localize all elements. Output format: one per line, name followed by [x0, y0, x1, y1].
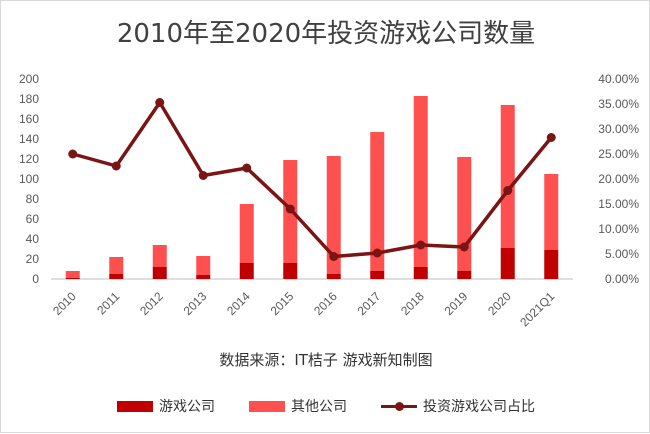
- y-right-tick-label: 35.00%: [598, 97, 639, 111]
- bar-game-companies: [500, 248, 515, 279]
- y-left-axis: 0 20 40 60 80 100 120 140 160 180 200: [19, 72, 39, 286]
- y-right-tick-label: 15.00%: [598, 197, 639, 211]
- legend-label-ratio: 投资游戏公司占比: [423, 399, 535, 415]
- y-left-tick-label: 160: [19, 112, 39, 126]
- bar-game-companies: [370, 271, 385, 279]
- bar-other-companies: [239, 204, 254, 263]
- y-left-tick-label: 60: [26, 212, 40, 226]
- y-right-tick-label: 30.00%: [598, 122, 639, 136]
- ratio-point: [155, 98, 165, 107]
- y-left-tick-label: 40: [26, 232, 40, 246]
- ratio-point: [242, 163, 252, 173]
- ratio-point: [285, 204, 295, 214]
- x-tick-label: 2015: [268, 289, 297, 318]
- y-right-tick-label: 10.00%: [598, 222, 639, 236]
- y-right-tick-label: 40.00%: [598, 72, 639, 86]
- ratio-point: [68, 149, 78, 159]
- ratio-point: [416, 240, 426, 250]
- y-right-tick-label: 25.00%: [598, 147, 639, 161]
- bar-other-companies: [370, 132, 385, 271]
- bar-game-companies: [65, 278, 80, 279]
- ratio-point: [111, 161, 121, 171]
- x-tick-label: 2016: [311, 289, 340, 318]
- bar-game-companies: [413, 267, 428, 279]
- y-left-tick-label: 20: [26, 252, 40, 266]
- bar-other-companies: [413, 96, 428, 267]
- x-tick-label: 2020: [485, 289, 514, 318]
- bar-other-companies: [65, 271, 80, 278]
- bar-game-companies: [544, 250, 559, 279]
- y-right-tick-label: 0.00%: [605, 272, 639, 286]
- x-tick-label: 2012: [137, 289, 166, 318]
- ratio-point: [503, 186, 513, 195]
- legend-item-other-companies: 其他公司: [249, 396, 347, 416]
- legend-label-other-companies: 其他公司: [291, 399, 347, 415]
- bar-game-companies: [283, 263, 298, 279]
- y-right-axis: 0.00% 5.00% 10.00% 15.00% 20.00% 25.00% 30.00%…: [598, 72, 639, 286]
- bar-game-companies: [457, 271, 472, 279]
- bar-game-companies: [196, 275, 211, 279]
- bar-game-companies: [326, 274, 341, 279]
- x-axis-labels: 2010 2011 2012 2013 2014 2015 2016 2017 2018 2019…: [50, 289, 558, 329]
- bar-other-companies: [544, 174, 559, 250]
- bar-other-companies: [196, 256, 211, 275]
- chart-title: 2010年至2020年投资游戏公司数量: [116, 19, 536, 49]
- ratio-line-group: [68, 98, 556, 261]
- bar-game-companies: [109, 274, 124, 279]
- legend-item-ratio: 投资游戏公司占比: [381, 396, 535, 416]
- bar-other-companies: [152, 245, 167, 267]
- ratio-point: [459, 242, 469, 252]
- legend-swatch-other-companies: [249, 400, 285, 412]
- y-left-tick-label: 200: [19, 72, 39, 86]
- legend: 游戏公司 其他公司 投资游戏公司占比: [1, 396, 650, 416]
- x-tick-label: 2010: [50, 289, 79, 318]
- y-left-tick-label: 100: [19, 172, 39, 186]
- x-tick-label: 2019: [442, 289, 471, 318]
- ratio-point: [372, 248, 382, 258]
- x-tick-label: 2011: [94, 289, 122, 317]
- bar-other-companies: [457, 157, 472, 271]
- legend-item-game-companies: 游戏公司: [117, 396, 215, 416]
- bar-other-companies: [326, 156, 341, 274]
- x-tick-label: 2017: [355, 289, 384, 318]
- y-right-tick-label: 5.00%: [605, 247, 639, 261]
- x-tick-label: 2013: [181, 289, 210, 318]
- legend-swatch-game-companies: [117, 400, 153, 412]
- x-tick-label: 2014: [224, 289, 253, 318]
- x-tick-label: 2021Q1: [517, 289, 557, 329]
- legend-swatch-ratio: [381, 401, 417, 412]
- ratio-point: [546, 133, 556, 142]
- y-left-tick-label: 120: [19, 152, 39, 166]
- ratio-line: [72, 100, 553, 259]
- bar-game-companies: [239, 263, 254, 279]
- data-source-note: 数据来源：IT桔子 游戏新知制图: [219, 351, 433, 369]
- y-left-tick-label: 140: [19, 132, 39, 146]
- bar-game-companies: [152, 267, 167, 279]
- x-tick-label: 2018: [398, 289, 427, 318]
- y-left-tick-label: 0: [32, 272, 39, 286]
- bar-other-companies: [109, 257, 124, 274]
- legend-label-game-companies: 游戏公司: [159, 399, 215, 415]
- ratio-point: [329, 252, 339, 261]
- bars-group: [65, 96, 559, 279]
- y-left-tick-label: 180: [19, 92, 39, 106]
- bar-other-companies: [500, 105, 515, 248]
- y-left-tick-label: 80: [26, 192, 40, 206]
- ratio-point: [198, 171, 208, 180]
- y-right-tick-label: 20.00%: [598, 172, 639, 186]
